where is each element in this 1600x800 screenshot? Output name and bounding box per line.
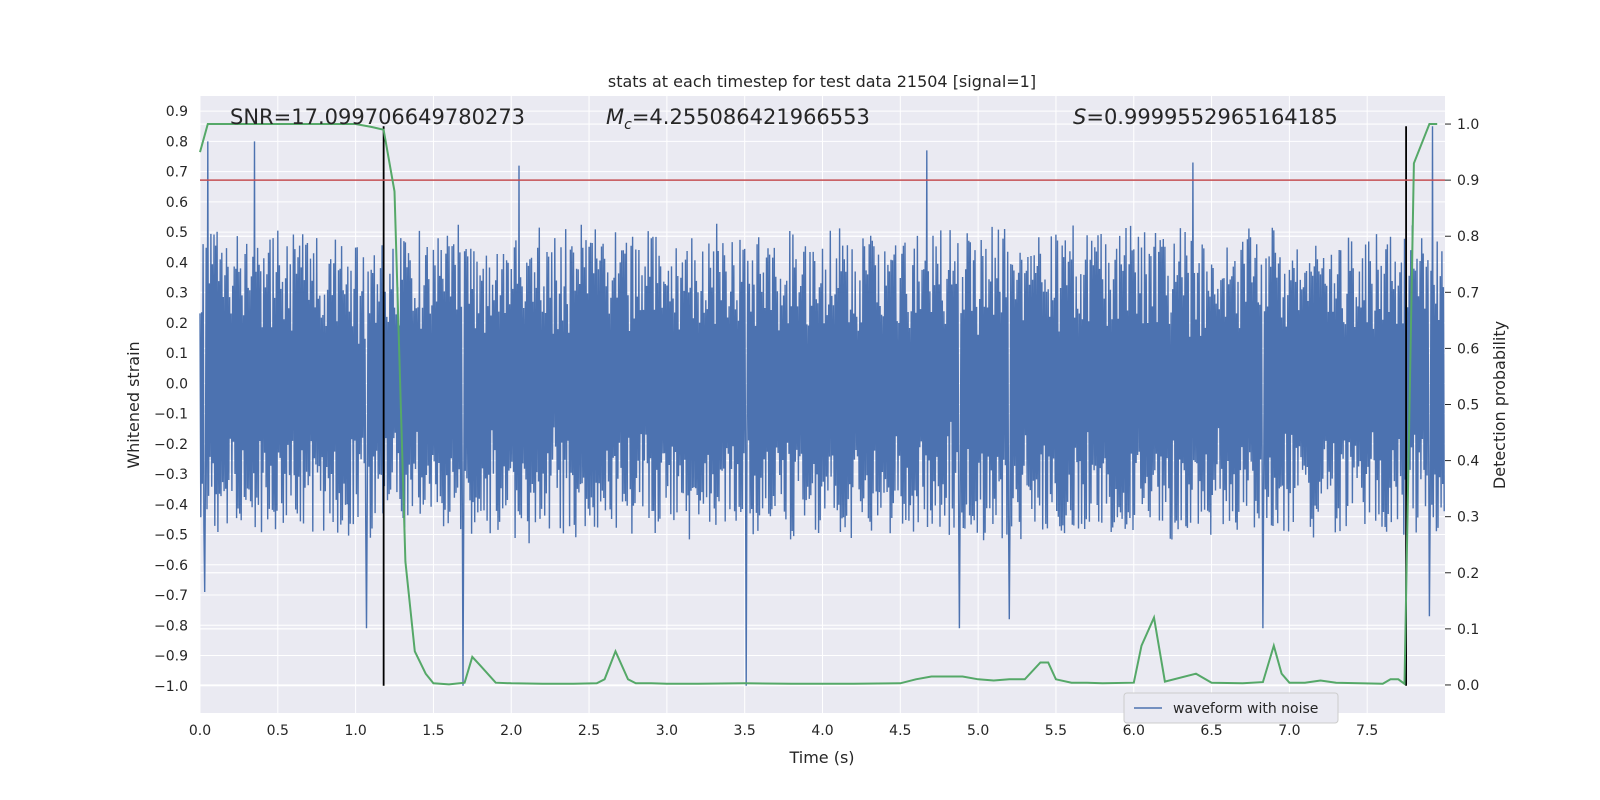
y2-axis-label: Detection probability: [1490, 321, 1509, 489]
y2-tick-label: 0.3: [1457, 510, 1479, 526]
legend-label: waveform with noise: [1173, 701, 1318, 717]
y-tick-label: −1.0: [154, 679, 188, 695]
waveform-series: [199, 126, 1445, 686]
mc-value: =4.255086421966553: [632, 105, 870, 129]
y2-tick-label: 1.0: [1457, 117, 1479, 133]
y2-tick-label: 0.4: [1457, 454, 1479, 470]
y2-tick-label: 0.8: [1457, 229, 1479, 245]
x-tick-labels: 0.0 0.5 1.0 1.5 2.0 2.5 3.0 3.5 4.0 4.5 5.0 5.5 6.0 6…: [189, 723, 1378, 739]
legend-box: [1123, 692, 1339, 724]
chart-title: stats at each timestep for test data 215…: [608, 72, 1036, 91]
x-axis-label: Time (s): [788, 748, 854, 767]
x-tick-label: 6.0: [1123, 723, 1145, 739]
y2-tick-label: 0.0: [1457, 678, 1479, 694]
mc-symbol: M: [606, 105, 624, 129]
y-tick-label: −0.9: [154, 649, 188, 665]
probability-series: [199, 123, 1438, 686]
snr-annotation: SNR=17.099706649780273: [230, 105, 525, 129]
y2-tick-label: 0.7: [1457, 285, 1479, 301]
x-tick-label: 4.5: [889, 723, 911, 739]
y-tick-label: 0.9: [166, 104, 188, 120]
x-tick-label: 1.5: [422, 723, 444, 739]
legend: waveform with noise: [1123, 692, 1339, 724]
waveform-line: [199, 126, 1445, 686]
y-tick-label: −0.2: [154, 437, 188, 453]
y-tick-label: −0.7: [154, 588, 188, 604]
x-tick-label: 0.5: [267, 723, 289, 739]
x-tick-label: 5.5: [1045, 723, 1067, 739]
y-tick-label: −0.1: [154, 407, 188, 423]
s-value: =0.9999552965164185: [1086, 105, 1337, 129]
x-tick-label: 1.0: [344, 723, 366, 739]
x-tick-label: 7.0: [1278, 723, 1300, 739]
y-tick-label: −0.4: [154, 497, 188, 513]
y-tick-label: 0.6: [166, 195, 188, 211]
y-tick-label: −0.8: [154, 618, 188, 634]
y-tick-label: −0.3: [154, 467, 188, 483]
x-tick-label: 2.0: [500, 723, 522, 739]
x-tick-label: 2.5: [578, 723, 600, 739]
x-tick-label: 3.5: [734, 723, 756, 739]
y2-tick-labels: 1.0 0.9 0.8 0.7 0.6 0.5 0.4 0.3 0.2 0.1 0.0: [1445, 117, 1479, 694]
y-tick-label: 0.4: [166, 255, 188, 271]
s-symbol: S: [1073, 105, 1086, 129]
y-tick-label: 0.2: [166, 316, 188, 332]
y-tick-label: 0.1: [166, 346, 188, 362]
y2-tick-label: 0.9: [1457, 173, 1479, 189]
y-tick-label: 0.7: [166, 165, 188, 181]
s-annotation: S=0.9999552965164185: [1073, 105, 1338, 129]
x-tick-label: 0.0: [189, 723, 211, 739]
chirp-mass-annotation: Mc=4.255086421966553: [606, 105, 870, 133]
y2-tick-label: 0.1: [1457, 622, 1479, 638]
y-tick-labels: 0.9 0.8 0.7 0.6 0.5 0.4 0.3 0.2 0.1 0.0 −0.1 −0.2 −0…: [154, 104, 188, 695]
probability-line: [199, 123, 1438, 686]
x-tick-label: 4.0: [811, 723, 833, 739]
x-tick-label: 5.0: [967, 723, 989, 739]
mc-subscript: c: [624, 117, 632, 133]
y2-tick-label: 0.2: [1457, 566, 1479, 582]
y-tick-label: 0.5: [166, 225, 188, 241]
y-tick-label: −0.6: [154, 558, 188, 574]
y-tick-label: 0.8: [166, 134, 188, 150]
y-tick-label: 0.0: [166, 376, 188, 392]
x-tick-label: 3.0: [656, 723, 678, 739]
y-tick-label: −0.5: [154, 528, 188, 544]
y2-tick-label: 0.5: [1457, 398, 1479, 414]
y2-tick-label: 0.6: [1457, 341, 1479, 357]
x-tick-label: 7.5: [1356, 723, 1378, 739]
y-axis-label: Whitened strain: [124, 341, 143, 468]
y-tick-label: 0.3: [166, 286, 188, 302]
x-tick-label: 6.5: [1200, 723, 1222, 739]
